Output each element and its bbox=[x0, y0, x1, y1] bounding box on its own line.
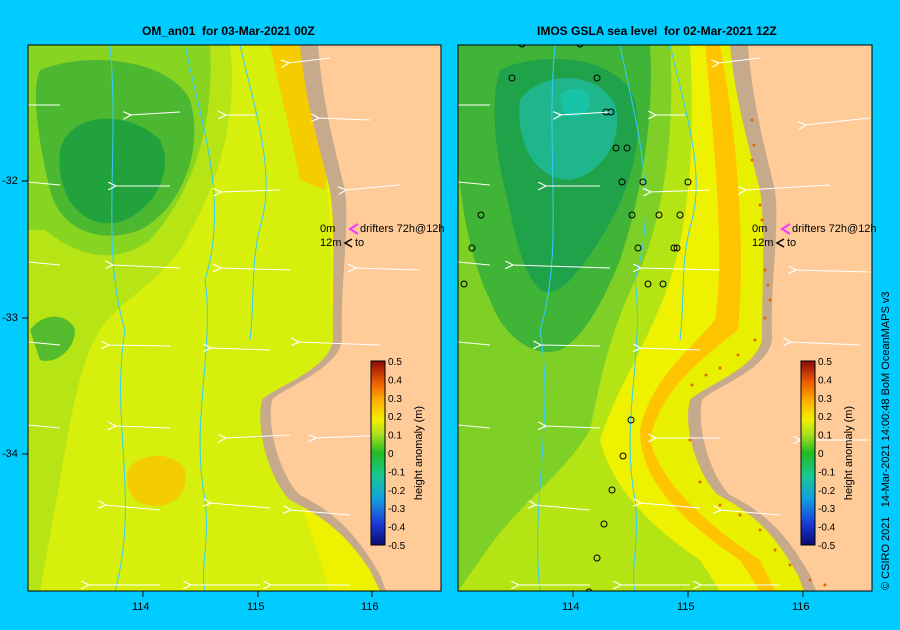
left-isobath-1 bbox=[109, 45, 126, 591]
colorbar-tick-label: -0.4 bbox=[818, 523, 836, 534]
left-drifter-label: drifters 72h@12h bbox=[360, 223, 445, 235]
x-tick-right-2: 115 bbox=[677, 601, 695, 613]
left-drifter-depth-bottom: 12m bbox=[320, 237, 341, 249]
x-tick-left-3: 116 bbox=[361, 601, 379, 613]
colorbar-tick-label: 0.2 bbox=[388, 412, 402, 423]
y-tick-1: -32 bbox=[2, 175, 18, 187]
colorbar-tick-label: -0.2 bbox=[388, 486, 406, 497]
right-drifter-legend-arrows bbox=[775, 223, 791, 248]
colorbar-tick-label: 0.5 bbox=[818, 357, 832, 368]
colorbar-tick-label: -0.2 bbox=[818, 486, 836, 497]
left-contour-patch bbox=[30, 316, 75, 361]
colorbar-tick-label: 0.4 bbox=[388, 375, 402, 386]
left-colorbar bbox=[370, 360, 386, 546]
right-colorbar bbox=[800, 360, 816, 546]
colorbar-tick-label: 0.1 bbox=[388, 431, 402, 442]
right-drifter-label: drifters 72h@12h bbox=[792, 223, 877, 235]
colorbar-tick-label: -0.5 bbox=[818, 541, 836, 552]
right-contour-cyan-core bbox=[560, 88, 590, 117]
credit-text: © CSIRO 2021 14-Mar-2021 14:00:48 BoM Oc… bbox=[880, 291, 892, 590]
left-colorbar-ticks: 0.5 0.4 0.3 0.2 0.1 0 -0.1 -0.2 -0.3 -0.4 -0.5 bbox=[388, 357, 406, 552]
right-map-frame bbox=[457, 44, 873, 592]
colorbar-tick-label: 0 bbox=[388, 449, 394, 460]
colorbar-tick-label: 0.2 bbox=[818, 412, 832, 423]
left-current-arrows bbox=[28, 57, 421, 585]
colorbar-tick-label: 0.3 bbox=[818, 394, 832, 405]
left-isobath-3 bbox=[239, 45, 267, 341]
colorbar-tick-label: 0 bbox=[818, 449, 824, 460]
right-panel-title: IMOS GSLA sea level for 02-Mar-2021 12Z bbox=[537, 24, 777, 38]
left-drifter-to: to bbox=[355, 237, 364, 249]
right-current-arrows bbox=[458, 57, 871, 585]
left-panel-title: OM_an01 for 03-Mar-2021 00Z bbox=[142, 24, 315, 38]
left-drifter-depth-top: 0m bbox=[320, 223, 335, 235]
x-tick-left-1: 114 bbox=[132, 601, 150, 613]
x-tick-right-3: 116 bbox=[792, 601, 810, 613]
left-contour-warm-eddy bbox=[127, 455, 186, 506]
right-contour-cyan bbox=[519, 78, 618, 180]
colorbar-tick-label: 0.4 bbox=[818, 375, 832, 386]
right-isobath-3 bbox=[669, 45, 697, 341]
right-drifter-to: to bbox=[787, 237, 796, 249]
y-tick-3: -34 bbox=[2, 448, 18, 460]
colorbar-tick-label: -0.3 bbox=[818, 504, 836, 515]
right-drifter-depth-bottom: 12m bbox=[752, 237, 773, 249]
colorbar-tick-label: -0.1 bbox=[388, 467, 406, 478]
colorbar-tick-label: -0.5 bbox=[388, 541, 406, 552]
left-colorbar-label: height anomaly (m) bbox=[413, 406, 425, 500]
x-tick-left-2: 115 bbox=[247, 601, 265, 613]
colorbar-tick-label: 0.5 bbox=[388, 357, 402, 368]
colorbar-tick-label: -0.4 bbox=[388, 523, 406, 534]
left-land bbox=[270, 45, 441, 591]
right-colorbar-ticks: 0.5 0.4 0.3 0.2 0.1 0 -0.1 -0.2 -0.3 -0.4 -0.5 bbox=[818, 357, 836, 552]
colorbar-tick-label: -0.1 bbox=[818, 467, 836, 478]
colorbar-tick-label: -0.3 bbox=[388, 504, 406, 515]
right-drifter-depth-top: 0m bbox=[752, 223, 767, 235]
colorbar-tick-label: 0.3 bbox=[388, 394, 402, 405]
right-coastal-dots bbox=[688, 118, 827, 587]
y-tick-2: -33 bbox=[2, 312, 18, 324]
x-tick-right-1: 114 bbox=[562, 601, 580, 613]
colorbar-tick-label: 0.1 bbox=[818, 431, 832, 442]
left-drifter-legend-arrows bbox=[343, 223, 359, 248]
right-land bbox=[700, 45, 872, 591]
right-colorbar-label: height anomaly (m) bbox=[843, 406, 855, 500]
axis-tick-marks bbox=[22, 180, 804, 597]
